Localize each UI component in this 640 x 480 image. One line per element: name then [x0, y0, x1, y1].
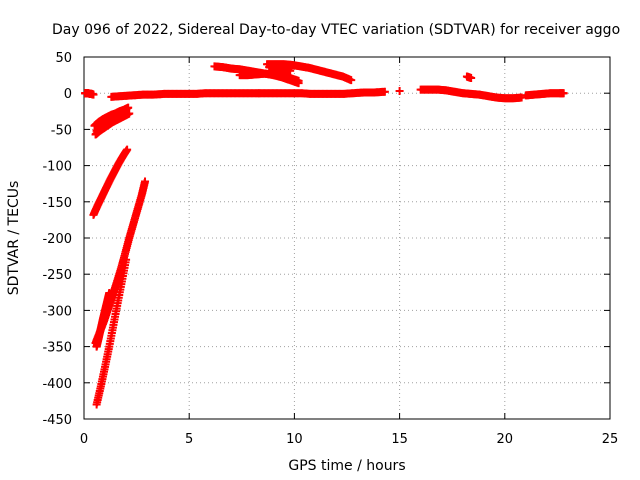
chart-title: Day 096 of 2022, Sidereal Day-to-day VTE… [52, 22, 620, 38]
data-point [467, 73, 476, 82]
data-point [286, 66, 295, 75]
y-tick-label: -150 [42, 196, 72, 211]
data-point [347, 76, 356, 85]
y-tick-label: -400 [42, 377, 72, 392]
data-point [380, 87, 389, 96]
series-segment_8 [92, 289, 114, 351]
y-axis-label: SDTVAR / TECUs [6, 181, 22, 296]
y-tick-label: -50 [51, 123, 72, 138]
y-tick-label: -100 [42, 160, 72, 175]
x-tick-label: 20 [497, 432, 514, 447]
series-segment_4 [92, 108, 131, 135]
series-segment_9 [107, 89, 263, 101]
series-segment_12 [235, 69, 303, 85]
series-segment_18 [475, 90, 526, 103]
data-point [141, 177, 150, 186]
data-point [122, 108, 131, 117]
data-point [122, 255, 131, 264]
plot-frame [83, 56, 611, 420]
series-segment_7 [92, 255, 131, 409]
data-point [294, 76, 303, 85]
data-point [517, 93, 526, 102]
series-segment_16 [416, 85, 484, 99]
series-segment_14 [265, 63, 295, 75]
data-point [89, 90, 98, 99]
series-segment_13 [263, 60, 356, 85]
y-tick-label: 0 [64, 87, 72, 102]
y-tick-label: -250 [42, 268, 72, 283]
y-tick-label: -300 [42, 304, 72, 319]
x-tick-label: 15 [391, 432, 408, 447]
x-axis-label: GPS time / hours [288, 458, 405, 474]
y-tick-label: -200 [42, 232, 72, 247]
x-tick-label: 10 [286, 432, 303, 447]
series-segment_15 [395, 87, 404, 96]
series-segment_17 [462, 72, 476, 82]
series-segment_10 [254, 87, 389, 98]
series-segment_19 [521, 89, 568, 100]
series-segment_5 [89, 145, 132, 219]
x-tick-label: 25 [602, 432, 619, 447]
data-point [395, 87, 404, 96]
x-tick-label: 0 [80, 432, 88, 447]
series-segment_1 [81, 89, 98, 99]
y-tick-label: 50 [55, 51, 72, 66]
data-point [123, 145, 132, 154]
x-tick-label: 5 [185, 432, 193, 447]
y-tick-label: -350 [42, 341, 72, 356]
data-point [559, 89, 568, 98]
y-tick-label: -450 [42, 413, 72, 428]
data-point [105, 289, 114, 298]
